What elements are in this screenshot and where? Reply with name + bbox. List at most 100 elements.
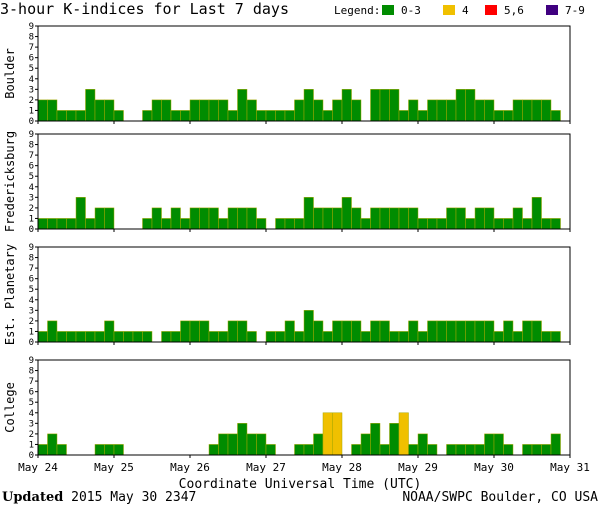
bar [484,99,495,122]
bar [398,331,409,343]
panel-frame [37,246,571,343]
bar [322,110,333,122]
y-tick-label: 8 [29,141,34,151]
bar [189,99,200,122]
bar [265,331,276,343]
bar [360,331,371,343]
legend-text-4: 4 [462,4,469,17]
bar [484,433,495,456]
bar [436,99,447,122]
bar [455,320,466,343]
bar [294,331,305,343]
bar [199,207,210,230]
bar [484,320,495,343]
bar [37,331,48,343]
bar [408,444,419,456]
bar [75,197,86,230]
bar [427,444,438,456]
y-tick-label: 0 [29,338,34,348]
bar [522,444,533,456]
bar [66,110,77,122]
bar [446,99,457,122]
x-tick-label: May 27 [246,461,286,474]
bar [351,320,362,343]
bar [47,218,58,230]
updated-value: 2015 May 30 2347 [63,490,197,505]
bar [75,110,86,122]
updated-text: Updated 2015 May 30 2347 [2,490,196,505]
bar [180,110,191,122]
legend-entry-5-6: 5,6 [485,4,524,17]
source-credit: NOAA/SWPC Boulder, CO USA [402,490,598,505]
bar [550,110,561,122]
bar [512,99,523,122]
y-tick-label: 5 [29,64,34,74]
bar [332,99,343,122]
bar [37,444,48,456]
bar [503,110,514,122]
bar [113,331,124,343]
y-tick-label: 3 [29,85,34,95]
bar [104,99,115,122]
y-tick-label: 6 [29,162,34,172]
bar [493,331,504,343]
y-tick-label: 5 [29,398,34,408]
bar [218,99,229,122]
x-tick-label: May 30 [474,461,514,474]
bar [493,433,504,456]
bar [218,331,229,343]
bar [208,99,219,122]
y-tick-label: 6 [29,275,34,285]
bar [474,444,485,456]
bar [455,207,466,230]
bar [208,207,219,230]
bar [237,89,248,122]
bar [322,331,333,343]
bar [66,331,77,343]
bar [294,444,305,456]
bar [237,423,248,456]
panel-label: Boulder [3,48,17,99]
y-tick-label: 7 [29,43,34,53]
bar [379,444,390,456]
x-tick-label: May 26 [170,461,210,474]
x-tick-label: May 28 [322,461,362,474]
legend-text-0-3: 0-3 [401,4,421,17]
bar [208,331,219,343]
legend-entry-0-3: 0-3 [382,4,421,17]
bar [427,218,438,230]
bar [379,89,390,122]
bar [427,320,438,343]
bar [465,444,476,456]
bar [85,89,96,122]
bar [379,320,390,343]
bar [284,110,295,122]
bar [465,89,476,122]
bar [531,320,542,343]
bar [199,320,210,343]
bar [493,110,504,122]
bar [94,331,105,343]
bar [313,433,324,456]
bar [389,89,400,122]
bar [408,99,419,122]
y-tick-label: 0 [29,451,34,461]
bar [161,99,172,122]
bar [151,207,162,230]
y-tick-label: 1 [29,214,34,224]
bar [370,89,381,122]
legend-swatch-5-6 [485,5,497,15]
y-tick-label: 3 [29,193,34,203]
bar [512,331,523,343]
bar [303,197,314,230]
bar [427,99,438,122]
bar [370,320,381,343]
y-tick-label: 2 [29,317,34,327]
bar [113,110,124,122]
bar [294,99,305,122]
legend-entry-4: 4 [443,4,469,17]
bar [170,331,181,343]
bar [284,320,295,343]
